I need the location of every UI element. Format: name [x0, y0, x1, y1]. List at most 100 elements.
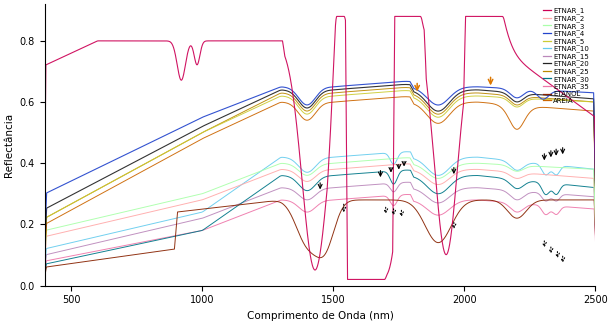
ETANOL [41, 274, 48, 278]
ETNAR_25 [402, 85, 409, 89]
ETNAR_25 [41, 247, 48, 251]
ETNAR_35 [537, 207, 545, 211]
ETNAR_20 [402, 83, 409, 86]
Y-axis label: Reflectância: Reflectância [4, 113, 14, 177]
ETNAR_10 [357, 153, 364, 157]
ETNAR_30 [537, 186, 545, 190]
AREIA [537, 105, 545, 109]
ETNAR_25 [537, 96, 545, 100]
AREIA [546, 106, 553, 110]
ETNAR_3 [138, 206, 145, 210]
AREIA [592, 190, 599, 194]
ETNAR_1 [138, 39, 146, 43]
Line: AREIA: AREIA [45, 97, 595, 253]
ETNAR_25 [483, 92, 491, 96]
ETNAR_10 [537, 167, 545, 171]
ETNAR_35 [546, 211, 553, 214]
ETNAR_1 [333, 14, 340, 18]
AREIA [41, 251, 48, 254]
ETNAR_5 [41, 247, 48, 251]
ETNAR_1 [138, 39, 145, 43]
ETNAR_30 [403, 168, 411, 172]
ETANOL [138, 252, 145, 256]
ETNAR_5 [138, 163, 146, 167]
ETNAR_35 [138, 240, 145, 244]
ETNAR_15 [138, 230, 145, 234]
ETNAR_20 [41, 242, 48, 246]
ETNAR_15 [138, 230, 146, 234]
Line: ETNAR_10: ETNAR_10 [45, 152, 595, 267]
Line: ETNAR_20: ETNAR_20 [45, 84, 595, 244]
ETNAR_10 [403, 150, 411, 154]
ETNAR_35 [483, 199, 491, 202]
ETNAR_4 [483, 85, 491, 89]
ETNAR_1 [592, 178, 599, 182]
ETNAR_4 [402, 79, 409, 83]
ETNAR_4 [592, 181, 599, 185]
ETANOL [537, 199, 545, 202]
ETNAR_4 [357, 83, 364, 86]
ETNAR_2 [537, 172, 545, 176]
ETNAR_5 [537, 97, 545, 101]
ETNAR_35 [41, 271, 48, 275]
ETNAR_2 [138, 212, 146, 216]
ETNAR_2 [41, 257, 48, 261]
AREIA [483, 101, 491, 105]
ETNAR_10 [546, 171, 553, 175]
ETNAR_3 [546, 165, 553, 169]
ETNAR_3 [357, 159, 364, 163]
ETNAR_35 [138, 240, 146, 244]
Legend: ETNAR_1, ETNAR_2, ETNAR_3, ETNAR_4, ETNAR_5, ETNAR_10, ETNAR_15, ETNAR_20, ETNAR: ETNAR_1, ETNAR_2, ETNAR_3, ETNAR_4, ETNA… [540, 5, 592, 107]
AREIA [402, 95, 409, 99]
Line: ETANOL: ETANOL [45, 200, 595, 276]
ETNAR_1 [483, 14, 491, 18]
ETNAR_3 [403, 156, 411, 160]
ETNAR_10 [592, 216, 599, 220]
Line: ETNAR_30: ETNAR_30 [45, 170, 595, 275]
ETNAR_25 [138, 163, 146, 167]
Line: ETNAR_25: ETNAR_25 [45, 87, 595, 249]
ETNAR_25 [357, 89, 364, 93]
ETNAR_10 [138, 224, 145, 228]
ETNAR_4 [537, 97, 545, 100]
ETNAR_5 [483, 95, 491, 98]
ETNAR_10 [41, 265, 48, 269]
ETNAR_20 [592, 184, 599, 188]
ETNAR_30 [357, 171, 364, 175]
ETNAR_10 [138, 224, 146, 228]
ETANOL [545, 198, 553, 202]
ETANOL [357, 198, 364, 202]
ETNAR_1 [344, 278, 351, 281]
ETNAR_1 [357, 278, 365, 281]
ETNAR_20 [537, 93, 545, 97]
ETNAR_20 [357, 86, 364, 90]
ETNAR_15 [404, 180, 411, 184]
ETNAR_4 [546, 93, 553, 97]
ETNAR_20 [546, 94, 553, 98]
ETNAR_1 [538, 76, 545, 80]
ETNAR_20 [483, 89, 491, 93]
AREIA [357, 98, 364, 102]
ETNAR_30 [483, 175, 491, 178]
AREIA [138, 170, 145, 174]
Line: ETNAR_2: ETNAR_2 [45, 164, 595, 259]
ETNAR_35 [592, 239, 599, 243]
ETNAR_5 [546, 98, 553, 102]
ETANOL [138, 252, 146, 255]
Line: ETNAR_4: ETNAR_4 [45, 81, 595, 236]
ETNAR_2 [592, 227, 599, 230]
Line: ETNAR_3: ETNAR_3 [45, 158, 595, 256]
Line: ETNAR_1: ETNAR_1 [45, 16, 595, 280]
ETNAR_4 [138, 145, 146, 149]
ETNAR_1 [41, 174, 48, 177]
ETNAR_5 [592, 186, 599, 189]
ETNAR_15 [357, 184, 364, 188]
ETNAR_2 [483, 168, 491, 172]
ETNAR_30 [138, 241, 145, 245]
AREIA [138, 170, 146, 174]
ETNAR_20 [138, 156, 145, 160]
ETNAR_5 [402, 89, 409, 93]
ETNAR_25 [592, 186, 599, 189]
X-axis label: Comprimento de Onda (nm): Comprimento de Onda (nm) [247, 311, 394, 321]
ETNAR_15 [483, 187, 491, 190]
